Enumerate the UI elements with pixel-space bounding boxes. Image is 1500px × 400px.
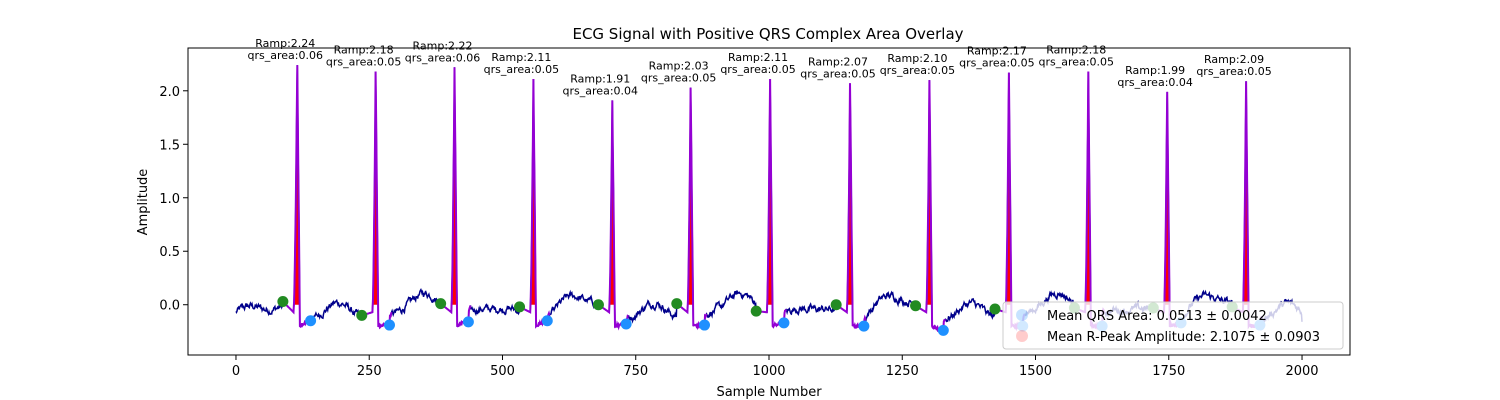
s-point-marker-5 bbox=[620, 318, 632, 330]
qrs-area-label-5: qrs_area:0.04 bbox=[563, 84, 638, 97]
x-tick-label-2000: 2000 bbox=[1285, 364, 1318, 379]
x-tick-label-1000: 1000 bbox=[752, 364, 785, 379]
legend-entry-mean-qrs-area: Mean QRS Area: 0.0513 ± 0.0042 bbox=[1047, 309, 1267, 324]
qrs-area-label-10: qrs_area:0.05 bbox=[959, 57, 1034, 70]
ramp-label-6: Ramp:2.03 bbox=[649, 60, 709, 73]
y-tick-label-0: 0.0 bbox=[159, 299, 180, 314]
ramp-label-8: Ramp:2.07 bbox=[808, 55, 868, 68]
x-tick-label-0: 0 bbox=[232, 364, 240, 379]
y-tick-label-2: 1.0 bbox=[159, 192, 180, 207]
qrs-area-label-8: qrs_area:0.05 bbox=[800, 67, 875, 80]
x-tick-label-1750: 1750 bbox=[1152, 364, 1185, 379]
x-tick-label-750: 750 bbox=[623, 364, 648, 379]
q-point-marker-10 bbox=[989, 303, 1001, 315]
qrs-area-label-1: qrs_area:0.06 bbox=[248, 49, 323, 62]
qrs-area-label-2: qrs_area:0.05 bbox=[326, 56, 401, 69]
qrs-area-label-12: qrs_area:0.04 bbox=[1117, 76, 1192, 89]
s-point-marker-9 bbox=[937, 324, 949, 336]
qrs-area-label-7: qrs_area:0.05 bbox=[720, 63, 795, 76]
ramp-label-9: Ramp:2.10 bbox=[887, 52, 947, 65]
x-axis-label: Sample Number bbox=[716, 385, 822, 400]
x-tick-label-1500: 1500 bbox=[1019, 364, 1052, 379]
q-point-marker-9 bbox=[910, 300, 922, 312]
ramp-label-1: Ramp:2.24 bbox=[255, 37, 315, 50]
s-point-marker-2 bbox=[383, 319, 395, 331]
s-point-marker-4 bbox=[541, 315, 553, 327]
ramp-label-12: Ramp:1.99 bbox=[1125, 64, 1185, 77]
qrs-area-label-9: qrs_area:0.05 bbox=[880, 64, 955, 77]
s-point-marker-1 bbox=[305, 315, 317, 327]
x-tick-label-250: 250 bbox=[357, 364, 382, 379]
chart-title: ECG Signal with Positive QRS Complex Are… bbox=[572, 25, 963, 43]
s-point-marker-6 bbox=[699, 319, 711, 331]
q-point-marker-4 bbox=[514, 301, 526, 313]
q-point-marker-5 bbox=[592, 299, 604, 311]
q-point-marker-6 bbox=[671, 298, 683, 310]
qrs-area-label-4: qrs_area:0.05 bbox=[484, 63, 559, 76]
legend-entry-mean-r-peak-amplitude: Mean R-Peak Amplitude: 2.1075 ± 0.0903 bbox=[1047, 330, 1320, 345]
qrs-area-label-13: qrs_area:0.05 bbox=[1196, 65, 1271, 78]
legend: Mean QRS Area: 0.0513 ± 0.0042 Mean R-Pe… bbox=[1002, 301, 1344, 350]
q-point-marker-2 bbox=[356, 309, 368, 321]
legend-box bbox=[1002, 301, 1344, 350]
legend-marker-mean-qrs-area bbox=[1016, 309, 1028, 321]
ramp-label-3: Ramp:2.22 bbox=[412, 39, 472, 52]
q-point-marker-3 bbox=[435, 298, 447, 310]
axis-ticks: 0 250 500 750 1000 1250 1500 1750 2000 0.0 0.5 1.0 1… bbox=[159, 85, 1318, 379]
ramp-label-4: Ramp:2.11 bbox=[491, 51, 551, 64]
s-point-marker-8 bbox=[858, 320, 870, 332]
q-point-marker-7 bbox=[750, 305, 762, 317]
ramp-label-11: Ramp:2.18 bbox=[1046, 44, 1106, 57]
qrs-area-label-3: qrs_area:0.06 bbox=[405, 51, 480, 64]
ramp-label-5: Ramp:1.91 bbox=[570, 72, 630, 85]
qrs-area-label-11: qrs_area:0.05 bbox=[1039, 56, 1114, 69]
legend-marker-mean-r-peak-amplitude bbox=[1016, 330, 1028, 342]
s-point-marker-3 bbox=[462, 316, 474, 328]
ramp-label-2: Ramp:2.18 bbox=[334, 44, 394, 57]
y-tick-label-3: 1.5 bbox=[159, 138, 180, 153]
qrs-area-label-6: qrs_area:0.05 bbox=[641, 72, 716, 85]
ramp-label-7: Ramp:2.11 bbox=[728, 51, 788, 64]
ramp-label-13: Ramp:2.09 bbox=[1204, 53, 1264, 66]
q-point-marker-8 bbox=[830, 299, 842, 311]
x-tick-label-1250: 1250 bbox=[886, 364, 919, 379]
y-axis-label: Amplitude bbox=[136, 169, 151, 236]
x-tick-label-500: 500 bbox=[490, 364, 515, 379]
q-point-marker-1 bbox=[277, 296, 289, 308]
y-tick-label-4: 2.0 bbox=[159, 85, 180, 100]
y-tick-label-1: 0.5 bbox=[159, 245, 180, 260]
s-point-marker-7 bbox=[778, 317, 790, 329]
